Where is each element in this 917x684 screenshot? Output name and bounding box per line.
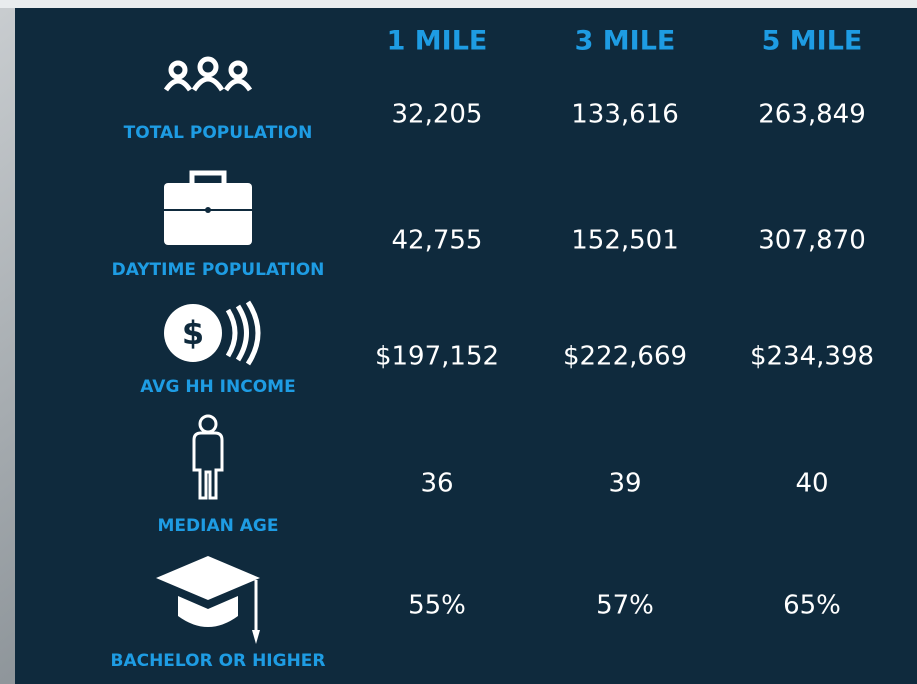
briefcase-icon xyxy=(164,173,252,245)
row-label: TOTAL POPULATION xyxy=(124,123,313,143)
cell-value: $234,398 xyxy=(750,342,874,372)
top-strip xyxy=(0,0,917,8)
svg-text:$: $ xyxy=(182,314,204,352)
cell-value: 133,616 xyxy=(571,100,679,130)
cell-value: 57% xyxy=(596,591,654,621)
cell-value: 307,870 xyxy=(758,226,866,256)
row-label: AVG HH INCOME xyxy=(140,377,295,397)
cell-value: 152,501 xyxy=(571,226,679,256)
row-label: MEDIAN AGE xyxy=(158,516,279,536)
cell-value: 39 xyxy=(608,469,641,499)
row-label: BACHELOR OR HIGHER xyxy=(110,651,325,671)
row-label: DAYTIME POPULATION xyxy=(112,260,325,280)
cell-value: 40 xyxy=(795,469,828,499)
cell-value: 263,849 xyxy=(758,100,866,130)
column-header: 1 MILE xyxy=(387,26,488,57)
cell-value: $222,669 xyxy=(563,342,687,372)
cell-value: 65% xyxy=(783,591,841,621)
cell-value: 36 xyxy=(420,469,453,499)
cell-value: 32,205 xyxy=(392,100,483,130)
cell-value: $197,152 xyxy=(375,342,499,372)
cell-value: 42,755 xyxy=(392,226,483,256)
cell-value: 55% xyxy=(408,591,466,621)
infographic: $ 1 MILE 3 MILE 5 MILE TOTAL POPULATION 32,2… xyxy=(0,0,917,684)
column-header: 5 MILE xyxy=(762,26,863,57)
column-header: 3 MILE xyxy=(575,26,676,57)
